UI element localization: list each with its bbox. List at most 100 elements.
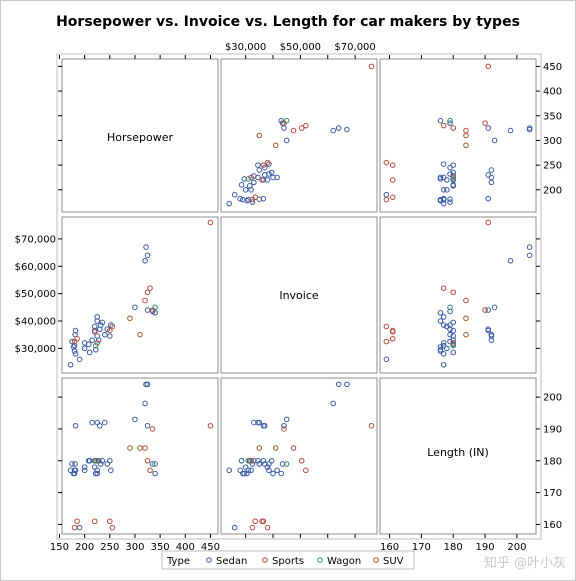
tick-label-x-length: 180 xyxy=(444,542,463,553)
point-wagon xyxy=(450,342,457,349)
point-sports xyxy=(303,122,309,129)
point-sedan xyxy=(142,400,148,407)
tick-label-top-invoice: $50,000 xyxy=(280,42,321,53)
point-sports xyxy=(260,518,267,525)
point-sedan xyxy=(330,400,337,407)
point-sports xyxy=(94,340,101,346)
legend-label-suv: SUV xyxy=(383,556,404,567)
point-suv xyxy=(272,142,279,149)
point-sedan xyxy=(97,322,104,328)
point-wagon xyxy=(245,457,252,464)
point-wagon xyxy=(152,461,158,467)
point-sedan xyxy=(485,195,492,202)
point-sports xyxy=(147,285,153,291)
point-sedan xyxy=(491,137,498,144)
point-sports xyxy=(109,323,116,330)
point-sports xyxy=(259,177,265,183)
point-wagon xyxy=(450,176,457,182)
point-sedan xyxy=(97,461,104,467)
point-sports xyxy=(389,327,396,334)
point-sedan xyxy=(450,349,457,356)
point-sedan xyxy=(255,162,261,168)
point-sports xyxy=(74,335,80,342)
point-sedan xyxy=(447,338,453,345)
point-sports xyxy=(207,422,214,429)
tick-label-y-invoice: $60,000 xyxy=(15,262,56,273)
point-sedan xyxy=(491,304,498,311)
point-sports xyxy=(142,297,148,304)
point-sports xyxy=(107,518,113,525)
point-sedan xyxy=(108,322,114,328)
legend-marker-sports xyxy=(262,557,268,563)
point-sedan xyxy=(69,461,75,467)
point-sedan xyxy=(241,470,248,477)
point-sedan xyxy=(261,461,268,467)
tick-label-y-invoice: $70,000 xyxy=(15,234,56,245)
point-sedan xyxy=(89,337,95,343)
point-suv xyxy=(137,331,143,338)
point-sedan xyxy=(246,183,253,189)
point-sports xyxy=(383,323,390,330)
point-sedan xyxy=(488,331,495,338)
point-sports xyxy=(149,426,156,432)
point-sedan xyxy=(437,309,444,316)
point-wagon xyxy=(92,457,99,464)
point-sedan xyxy=(440,186,447,193)
chart-title: Horsepower vs. Invoice vs. Length for ca… xyxy=(56,14,520,30)
point-sedan xyxy=(526,252,533,259)
point-sedan xyxy=(447,120,453,126)
point-sedan xyxy=(344,381,350,388)
cell-frame-0-0 xyxy=(61,58,219,213)
legend-label-wagon: Wagon xyxy=(327,556,361,567)
point-sedan xyxy=(526,125,533,131)
point-sports xyxy=(281,426,287,432)
point-sedan xyxy=(283,137,290,144)
point-sedan xyxy=(274,467,280,474)
point-sedan xyxy=(81,467,88,474)
point-sedan xyxy=(485,307,492,313)
tick-label-top-invoice: $70,000 xyxy=(334,42,375,53)
tick-label-y-length: 170 xyxy=(543,488,562,499)
point-sports xyxy=(368,63,375,70)
point-sports xyxy=(450,289,457,296)
point-sedan xyxy=(238,457,245,464)
tick-label-y-length: 200 xyxy=(543,393,562,404)
point-sedan xyxy=(440,161,447,167)
point-sedan xyxy=(507,127,514,134)
point-sedan xyxy=(251,179,257,186)
point-sedan xyxy=(76,356,83,363)
point-wagon xyxy=(245,176,252,182)
point-sedan xyxy=(95,337,102,343)
diagonal-label-horsepower: Horsepower xyxy=(107,131,173,144)
point-sedan xyxy=(144,422,151,429)
legend-label-sports: Sports xyxy=(272,556,304,567)
tick-label-x-length: 190 xyxy=(476,542,495,553)
point-sedan xyxy=(437,174,444,181)
point-sedan xyxy=(526,244,533,250)
point-sports xyxy=(248,174,254,181)
point-sports xyxy=(144,457,151,464)
point-sedan xyxy=(256,167,263,173)
plot-area-border xyxy=(56,53,542,540)
point-sedan xyxy=(238,182,245,188)
tick-label-x-horsepower: 400 xyxy=(176,542,195,553)
point-sedan xyxy=(242,464,249,470)
tick-label-x-length: 200 xyxy=(507,542,526,553)
legend-box xyxy=(161,550,415,570)
point-sedan xyxy=(485,172,492,178)
point-sports xyxy=(252,518,259,525)
point-sedan xyxy=(437,196,444,203)
tick-label-y-invoice: $50,000 xyxy=(15,289,56,300)
point-sedan xyxy=(264,177,271,183)
tick-label-x-length: 170 xyxy=(412,542,431,553)
point-sedan xyxy=(264,464,271,470)
point-sedan xyxy=(142,257,148,264)
point-sedan xyxy=(144,381,151,388)
tick-label-top-invoice: $30,000 xyxy=(225,42,266,53)
point-sedan xyxy=(450,327,457,334)
point-sedan xyxy=(245,467,252,474)
point-sedan xyxy=(266,171,272,177)
point-suv xyxy=(463,132,469,139)
cell-frame-2-0 xyxy=(61,377,219,535)
point-wagon xyxy=(283,117,290,124)
